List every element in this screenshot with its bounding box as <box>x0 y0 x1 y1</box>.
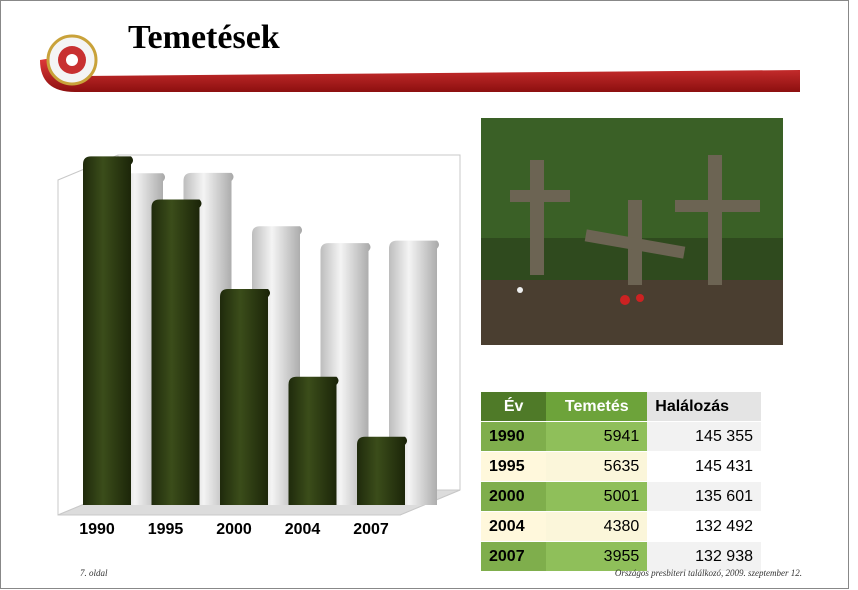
logo-heart <box>66 54 78 66</box>
table-cell: 5941 <box>546 422 647 452</box>
table-cell: 2004 <box>481 512 546 542</box>
table-cell: 5635 <box>546 452 647 482</box>
table-cell: 1995 <box>481 452 546 482</box>
header-swoosh <box>40 58 800 92</box>
bar <box>152 200 202 505</box>
table-cell: 145 431 <box>647 452 761 482</box>
table-cell: Év <box>481 392 546 422</box>
table-cell: 1990 <box>481 422 546 452</box>
x-tick-label: 2000 <box>216 521 252 538</box>
bar <box>289 377 339 505</box>
x-tick-label: 1990 <box>79 521 115 538</box>
table-cell: 132 492 <box>647 512 761 542</box>
table-cell: 4380 <box>546 512 647 542</box>
table-cell: 145 355 <box>647 422 761 452</box>
table-cell: 2007 <box>481 542 546 572</box>
table-cell: Halálozás <box>647 392 761 422</box>
table-cell: 135 601 <box>647 482 761 512</box>
photo <box>481 118 783 345</box>
table-cell: 2000 <box>481 482 546 512</box>
x-tick-label: 1995 <box>148 521 184 538</box>
plot: 1990 1995 2000 2004 2007 <box>79 156 439 538</box>
table-cell: 5001 <box>546 482 647 512</box>
footer-event: Országos presbiteri találkozó, 2009. sze… <box>615 568 802 578</box>
bar <box>83 156 133 505</box>
table-cell: 132 938 <box>647 542 761 572</box>
slide: Temetések 19901995200020042007 ÉvTemetés… <box>0 0 858 590</box>
table-cell: 3955 <box>546 542 647 572</box>
bar <box>220 289 270 505</box>
x-tick-label: 2004 <box>285 521 321 538</box>
page-number: 7. oldal <box>80 568 108 578</box>
table-cell: Temetés <box>546 392 647 422</box>
bar <box>357 437 407 505</box>
title: Temetések <box>128 19 280 56</box>
x-tick-label: 2007 <box>353 521 389 538</box>
